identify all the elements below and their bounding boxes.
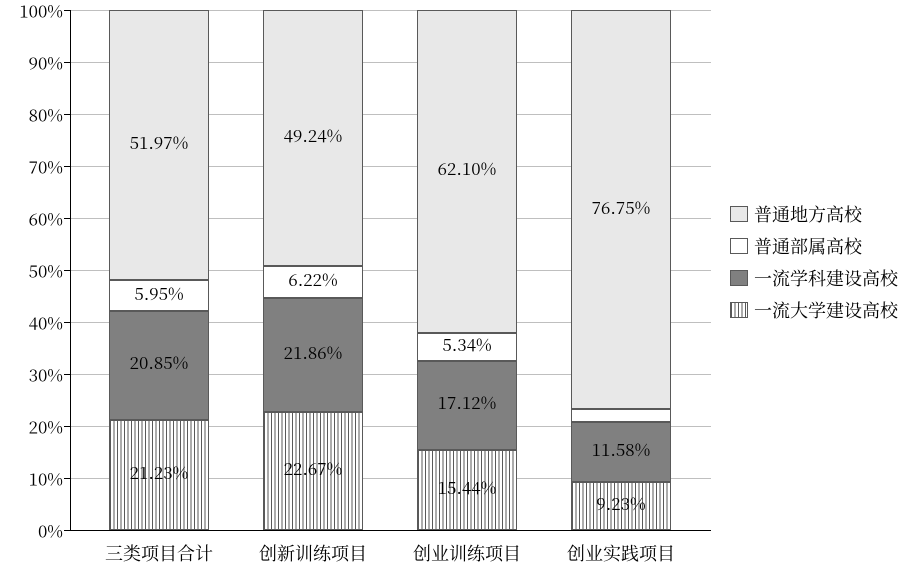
y-tick-mark — [64, 10, 71, 11]
legend-swatch — [730, 238, 748, 254]
legend-label: 普通部属高校 — [754, 233, 862, 259]
bar-group: 21.23%20.85%5.95%51.97%三类项目合计 — [109, 10, 209, 530]
legend-item: 普通部属高校 — [730, 233, 898, 259]
y-tick-label: 0% — [38, 518, 63, 543]
y-tick-mark — [64, 218, 71, 219]
y-tick-label: 90% — [29, 50, 63, 75]
legend-item: 一流学科建设高校 — [730, 265, 898, 291]
legend-swatch — [730, 206, 748, 222]
y-tick-label: 70% — [29, 154, 63, 179]
bar-segment — [417, 10, 517, 333]
bar-segment — [263, 10, 363, 266]
x-axis-label: 三类项目合计 — [79, 540, 239, 566]
legend-label: 一流大学建设高校 — [754, 297, 898, 323]
y-tick-mark — [64, 114, 71, 115]
legend: 普通地方高校普通部属高校一流学科建设高校一流大学建设高校 — [730, 195, 898, 329]
legend-label: 一流学科建设高校 — [754, 265, 898, 291]
y-tick-mark — [64, 426, 71, 427]
bar-segment — [263, 266, 363, 298]
bar-group: 9.23%11.58%2.44%76.75%创业实践项目 — [571, 10, 671, 530]
y-tick-label: 50% — [29, 258, 63, 283]
legend-swatch — [730, 270, 748, 286]
bar-segment — [571, 482, 671, 530]
legend-item: 一流大学建设高校 — [730, 297, 898, 323]
bar-group: 15.44%17.12%5.34%62.10%创业训练项目 — [417, 10, 517, 530]
y-tick-label: 100% — [19, 0, 63, 23]
y-tick-label: 80% — [29, 102, 63, 127]
y-tick-label: 20% — [29, 414, 63, 439]
bar-segment — [417, 361, 517, 450]
bar-segment — [109, 420, 209, 530]
bar-segment — [263, 412, 363, 530]
plot-area: 0%10%20%30%40%50%60%70%80%90%100%21.23%2… — [70, 10, 711, 531]
x-axis-label: 创新训练项目 — [233, 540, 393, 566]
y-tick-mark — [64, 322, 71, 323]
y-tick-mark — [64, 374, 71, 375]
y-tick-mark — [64, 62, 71, 63]
bar-segment — [263, 298, 363, 412]
legend-swatch — [730, 302, 748, 318]
bar-segment — [109, 280, 209, 311]
y-tick-label: 30% — [29, 362, 63, 387]
bar-segment — [417, 333, 517, 361]
y-tick-mark — [64, 478, 71, 479]
bar-segment — [109, 10, 209, 280]
bar-segment — [109, 311, 209, 419]
y-tick-mark — [64, 166, 71, 167]
y-tick-label: 60% — [29, 206, 63, 231]
bar-segment — [571, 10, 671, 409]
bar-group: 22.67%21.86%6.22%49.24%创新训练项目 — [263, 10, 363, 530]
legend-label: 普通地方高校 — [754, 201, 862, 227]
bar-segment — [417, 450, 517, 530]
legend-item: 普通地方高校 — [730, 201, 898, 227]
y-tick-label: 10% — [29, 466, 63, 491]
x-axis-label: 创业实践项目 — [541, 540, 701, 566]
y-tick-mark — [64, 270, 71, 271]
y-tick-mark — [64, 530, 71, 531]
bar-segment — [571, 409, 671, 422]
stacked-bar-chart: 0% 10% 20% 30% 40% 50% 60% 70% 80% 90% 100% 21.23%2… — [0, 0, 909, 575]
y-tick-label: 40% — [29, 310, 63, 335]
bar-segment — [571, 422, 671, 482]
x-axis-label: 创业训练项目 — [387, 540, 547, 566]
